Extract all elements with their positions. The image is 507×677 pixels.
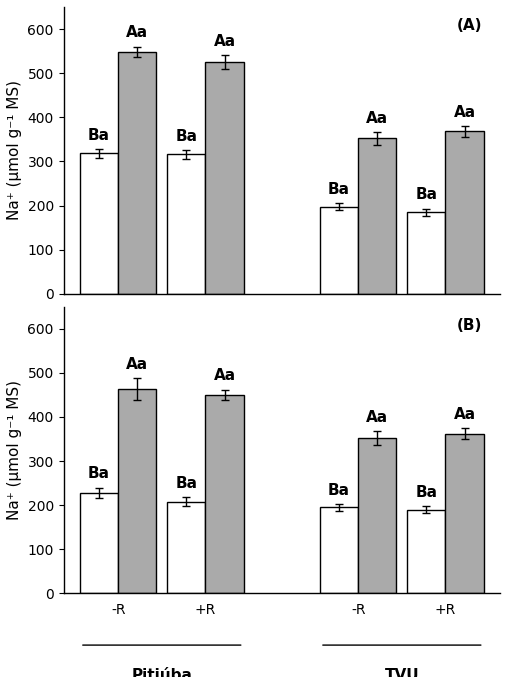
Text: (B): (B): [457, 318, 483, 333]
Bar: [407, 212, 446, 294]
Bar: [358, 438, 396, 594]
Text: Aa: Aa: [126, 357, 149, 372]
Bar: [320, 507, 358, 594]
Text: Aa: Aa: [454, 407, 476, 422]
Text: (A): (A): [457, 18, 483, 33]
Text: Aa: Aa: [213, 35, 236, 49]
Text: Ba: Ba: [88, 128, 110, 143]
Bar: [446, 434, 484, 594]
Bar: [118, 52, 156, 294]
Bar: [167, 154, 205, 294]
Bar: [80, 493, 118, 594]
Bar: [320, 207, 358, 294]
Text: Aa: Aa: [366, 110, 388, 126]
Text: TVU: TVU: [384, 668, 419, 677]
Bar: [80, 154, 118, 294]
Bar: [118, 389, 156, 594]
Text: Pitiúba: Pitiúba: [131, 668, 192, 677]
Text: Ba: Ba: [175, 476, 197, 491]
Text: Ba: Ba: [328, 182, 350, 197]
Bar: [205, 395, 244, 594]
Y-axis label: Na⁺ (μmol g⁻¹ MS): Na⁺ (μmol g⁻¹ MS): [7, 81, 22, 221]
Text: Aa: Aa: [126, 26, 149, 41]
Bar: [407, 510, 446, 594]
Bar: [446, 131, 484, 294]
Text: Ba: Ba: [175, 129, 197, 144]
Bar: [358, 139, 396, 294]
Bar: [167, 502, 205, 594]
Y-axis label: Na⁺ (μmol g⁻¹ MS): Na⁺ (μmol g⁻¹ MS): [7, 380, 22, 520]
Text: Aa: Aa: [366, 410, 388, 425]
Bar: [205, 62, 244, 294]
Text: Ba: Ba: [415, 485, 438, 500]
Text: Ba: Ba: [415, 188, 438, 202]
Text: Aa: Aa: [213, 368, 236, 383]
Text: Aa: Aa: [454, 105, 476, 120]
Text: Ba: Ba: [328, 483, 350, 498]
Text: Ba: Ba: [88, 466, 110, 481]
